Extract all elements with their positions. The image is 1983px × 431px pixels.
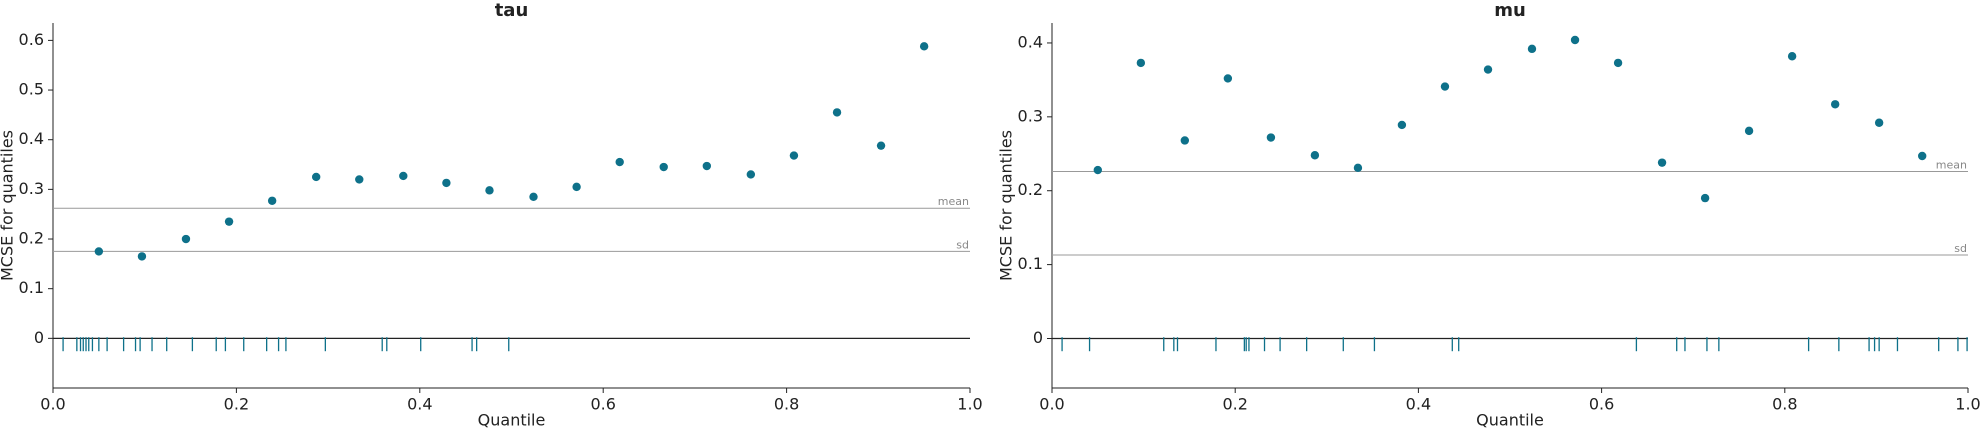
y-tick-label: 0.6 <box>19 30 44 49</box>
reference-label: mean <box>1936 159 1967 172</box>
point <box>659 162 668 172</box>
y-tick-label: 0.3 <box>19 179 44 198</box>
point <box>1613 58 1623 68</box>
point <box>919 42 929 51</box>
point <box>1136 58 1146 68</box>
point <box>1527 44 1537 54</box>
point <box>1180 136 1190 145</box>
point <box>1787 52 1797 61</box>
reference-label: sd <box>956 238 969 251</box>
point <box>137 252 147 261</box>
reference-label: mean <box>938 195 969 208</box>
x-axis-label: Quantile <box>1476 411 1544 430</box>
chart-title: mu <box>1494 0 1526 21</box>
point <box>1744 126 1754 136</box>
y-tick-label: 0.2 <box>1018 180 1043 199</box>
y-axis-label: MCSE for quantiles <box>997 130 1016 281</box>
point <box>485 186 494 195</box>
y-tick-label: 0.4 <box>1018 32 1043 51</box>
y-tick-label: 0 <box>1033 328 1043 347</box>
chart-title: tau <box>495 0 529 21</box>
x-tick-label: 1.0 <box>1955 395 1980 414</box>
point <box>1223 74 1233 83</box>
x-tick-label: 0.4 <box>1406 395 1431 414</box>
point <box>572 182 581 192</box>
y-tick-label: 0.1 <box>1018 254 1043 273</box>
point <box>615 157 624 167</box>
point <box>1570 35 1580 45</box>
point <box>224 217 234 226</box>
point <box>267 196 277 205</box>
y-tick-label: 0 <box>34 328 44 347</box>
point <box>702 161 712 171</box>
x-tick-label: 0.8 <box>774 395 799 414</box>
point <box>1874 118 1884 127</box>
point <box>442 178 451 188</box>
y-axis-label: MCSE for quantiles <box>0 130 17 281</box>
point <box>1397 120 1407 130</box>
reference-label: sd <box>1954 242 1967 255</box>
point <box>876 141 886 150</box>
y-tick-label: 0.4 <box>19 129 44 148</box>
point <box>1440 82 1450 91</box>
x-tick-label: 0.2 <box>1222 395 1247 414</box>
point <box>181 234 191 244</box>
x-tick-label: 0.6 <box>590 395 615 414</box>
x-tick-label: 1.0 <box>957 395 982 414</box>
point <box>355 175 364 184</box>
point <box>1483 65 1493 74</box>
point <box>1093 165 1103 175</box>
point <box>1918 151 1927 161</box>
point <box>1310 151 1320 160</box>
point <box>832 108 842 117</box>
point <box>789 151 799 160</box>
x-tick-label: 0.6 <box>1589 395 1614 414</box>
x-tick-label: 0.0 <box>1039 395 1064 414</box>
point <box>1657 158 1667 167</box>
x-tick-label: 0.2 <box>224 395 249 414</box>
point <box>746 170 756 179</box>
point <box>94 247 104 256</box>
y-tick-label: 0.5 <box>19 80 44 99</box>
x-tick-label: 0.4 <box>407 395 432 414</box>
point <box>1830 100 1840 109</box>
x-tick-label: 0.0 <box>40 395 65 414</box>
point <box>399 171 408 181</box>
point <box>1266 133 1276 142</box>
y-tick-label: 0.1 <box>19 278 44 297</box>
point <box>311 172 321 182</box>
point <box>1700 193 1710 203</box>
point <box>529 192 538 202</box>
x-axis-label: Quantile <box>478 411 546 430</box>
y-tick-label: 0.3 <box>1018 106 1043 125</box>
x-tick-label: 0.8 <box>1772 395 1797 414</box>
y-tick-label: 0.2 <box>19 229 44 248</box>
point <box>1353 163 1363 173</box>
